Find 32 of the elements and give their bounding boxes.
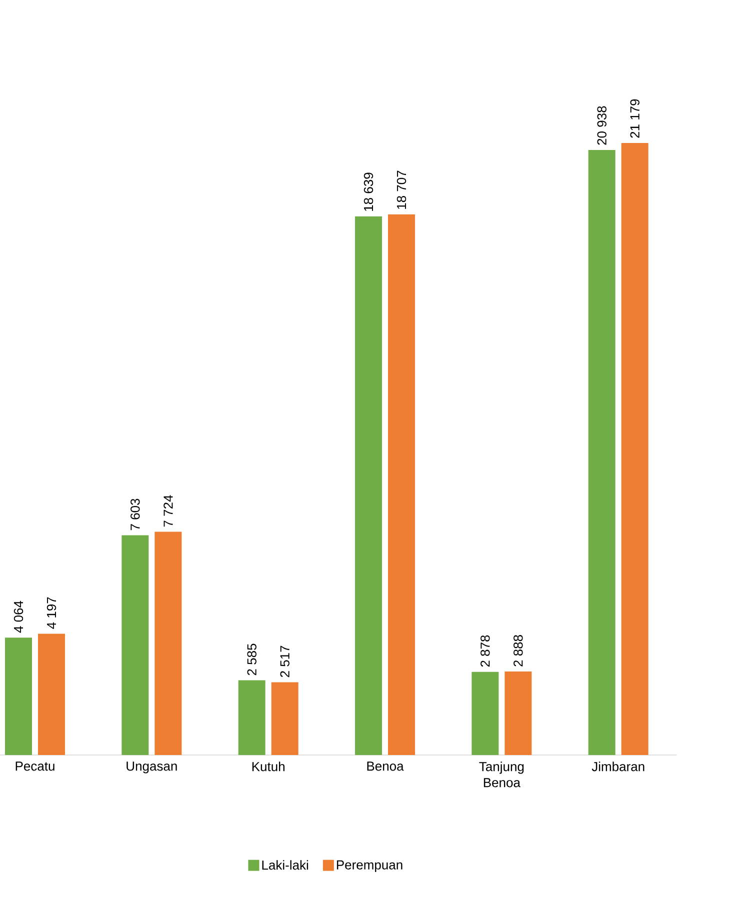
bar: [621, 142, 648, 755]
x-tick-label: Kutuh: [252, 762, 284, 772]
bar: [355, 216, 382, 755]
data-label: 18 707: [396, 170, 406, 209]
legend-label: Perempuan: [336, 860, 402, 872]
data-label: 7 724: [164, 495, 173, 527]
bar: [154, 532, 182, 755]
bar: [5, 638, 32, 755]
data-label: 2 878: [480, 635, 490, 667]
data-label: 4 197: [46, 597, 56, 629]
bar: [472, 672, 499, 755]
x-tick-label: Jimbaran: [592, 762, 644, 772]
data-label: 2 517: [280, 646, 290, 678]
x-tick-label: Tanjung Benoa: [479, 762, 524, 788]
bar: [271, 682, 298, 755]
bar: [588, 150, 616, 755]
x-tick-label: Pecatu: [16, 762, 54, 771]
data-label: 21 179: [630, 99, 640, 138]
bar: [504, 672, 532, 755]
bar: [38, 634, 65, 755]
data-label: 20 938: [597, 106, 606, 145]
data-label: 4 064: [14, 600, 24, 633]
data-label: 2 585: [247, 644, 256, 676]
data-label: 2 888: [514, 635, 523, 666]
bar: [238, 680, 266, 755]
data-label: 7 603: [130, 498, 140, 530]
legend-label: Laki-laki: [262, 860, 308, 870]
x-tick-label: Benoa: [367, 762, 404, 771]
data-label: 18 639: [364, 172, 374, 211]
x-tick-label: Ungasan: [126, 762, 177, 774]
bar: [122, 535, 149, 755]
bar: [388, 214, 416, 755]
